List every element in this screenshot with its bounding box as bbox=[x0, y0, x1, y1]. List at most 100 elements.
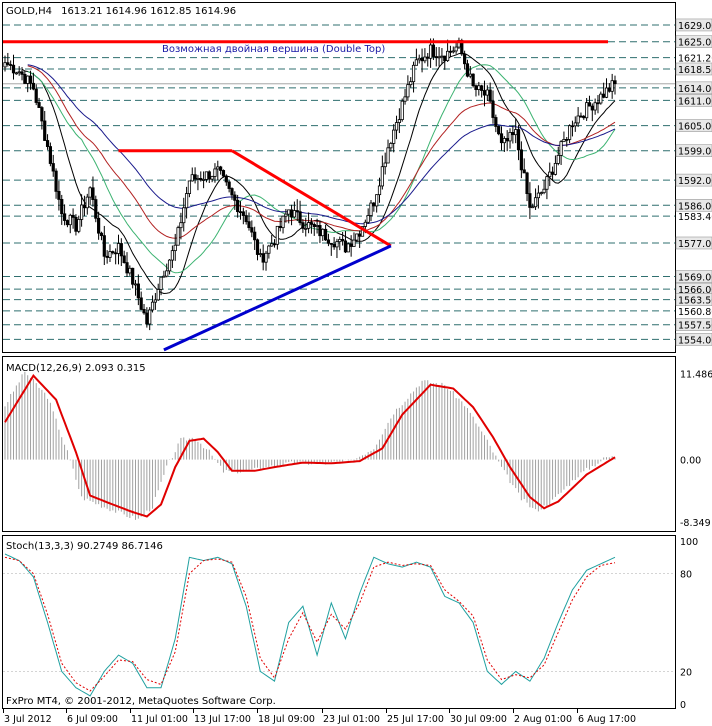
candle-body bbox=[45, 140, 50, 147]
candle-body bbox=[369, 202, 373, 216]
candle-body bbox=[159, 276, 163, 290]
candle-body bbox=[148, 309, 152, 325]
candle-body bbox=[26, 75, 30, 84]
candle-body bbox=[531, 206, 535, 209]
candle-body bbox=[338, 238, 342, 243]
candle-body bbox=[610, 80, 614, 92]
candle-body bbox=[54, 170, 58, 192]
price-tag bbox=[675, 318, 712, 331]
candle-body bbox=[420, 57, 424, 62]
candle-body bbox=[17, 71, 21, 74]
candle-body bbox=[210, 176, 214, 180]
candle-body bbox=[20, 71, 24, 75]
candle-body bbox=[358, 233, 362, 237]
macd-series bbox=[4, 371, 616, 520]
candle-body bbox=[43, 120, 47, 141]
candle-body bbox=[133, 283, 138, 286]
price-tag bbox=[675, 119, 712, 132]
candle-body bbox=[409, 81, 413, 86]
candle-body bbox=[576, 115, 580, 124]
candle-body bbox=[332, 244, 336, 248]
candlesticks bbox=[3, 37, 617, 331]
stoch-axis-label: 0 bbox=[680, 700, 686, 711]
stoch-axis-labels: 100 80 20 0 bbox=[680, 537, 698, 711]
time-axis: 3 Jul 2012 6 Jul 09:00 11 Jul 01:00 13 Jul … bbox=[3, 708, 636, 725]
candle-body bbox=[193, 174, 197, 180]
candle-body bbox=[474, 85, 478, 90]
candle-body bbox=[471, 73, 475, 87]
candle-body bbox=[539, 192, 543, 195]
candle-body bbox=[60, 199, 64, 215]
ma-red-line bbox=[27, 65, 616, 239]
candle-body bbox=[14, 72, 18, 75]
candle-body bbox=[71, 214, 75, 218]
candle-body bbox=[411, 64, 416, 83]
price-level-label: 1569.00 bbox=[678, 273, 712, 284]
candle-body bbox=[128, 267, 132, 274]
candle-body bbox=[267, 245, 271, 254]
candle-body bbox=[3, 62, 7, 68]
candle-body bbox=[309, 222, 314, 225]
macd-legend: MACD(12,26,9) 2.093 0.315 bbox=[6, 363, 146, 374]
candle-body bbox=[204, 171, 209, 180]
candle-body bbox=[37, 102, 41, 108]
candle-body bbox=[324, 228, 328, 241]
price-tag bbox=[675, 173, 712, 187]
candle-body bbox=[502, 138, 506, 144]
candle-body bbox=[519, 149, 523, 171]
candle-body bbox=[9, 64, 13, 66]
chart-header: GOLD,H4 1613.21 1614.96 1612.85 1614.96 bbox=[6, 6, 236, 17]
candle-body bbox=[465, 63, 470, 77]
candle-body bbox=[440, 55, 444, 58]
price-tag bbox=[675, 236, 712, 250]
time-tick-label: 25 Jul 17:00 bbox=[387, 714, 444, 725]
candle-body bbox=[216, 166, 220, 170]
candle-body bbox=[167, 259, 172, 272]
candle-body bbox=[562, 138, 566, 143]
candle-body bbox=[468, 73, 472, 77]
candle-body bbox=[306, 222, 311, 229]
candle-body bbox=[176, 227, 180, 246]
candle-body bbox=[377, 185, 382, 196]
candle-body bbox=[292, 210, 296, 218]
candle-body bbox=[40, 107, 44, 122]
candle-body bbox=[522, 169, 526, 174]
candle-body bbox=[559, 141, 563, 156]
candle-body bbox=[596, 102, 600, 105]
candle-body bbox=[482, 90, 487, 96]
candle-body bbox=[389, 143, 393, 149]
candle-body bbox=[281, 215, 285, 229]
candle-body bbox=[11, 64, 16, 74]
candle-body bbox=[423, 56, 427, 62]
candle-body bbox=[91, 187, 95, 200]
candle-body bbox=[6, 62, 10, 65]
price-tag bbox=[675, 62, 712, 76]
candle-body bbox=[343, 240, 348, 253]
time-tick-label: 2 Aug 01:00 bbox=[514, 714, 572, 725]
candle-body bbox=[437, 56, 441, 59]
candle-body bbox=[131, 267, 135, 285]
candle-body bbox=[451, 50, 455, 53]
candle-body bbox=[414, 59, 418, 66]
candle-body bbox=[434, 56, 438, 58]
candle-body bbox=[284, 213, 288, 217]
candle-body bbox=[341, 238, 345, 242]
candle-body bbox=[31, 82, 35, 90]
price-level-label: 1625.00 bbox=[678, 38, 712, 49]
candle-body bbox=[366, 215, 370, 223]
price-level-label: 1605.00 bbox=[678, 122, 712, 133]
candle-body bbox=[318, 225, 322, 237]
candle-body bbox=[264, 252, 268, 263]
candle-body bbox=[207, 171, 211, 180]
time-tick-label: 6 Aug 17:00 bbox=[578, 714, 636, 725]
candle-body bbox=[241, 211, 245, 216]
candle-body bbox=[602, 93, 606, 98]
candle-body bbox=[448, 50, 453, 53]
price-level-label: 1592.00 bbox=[678, 176, 712, 187]
candle-body bbox=[536, 192, 540, 199]
candle-body bbox=[375, 194, 379, 207]
candle-body bbox=[417, 57, 421, 61]
candle-body bbox=[355, 233, 359, 241]
price-level-label: 1554.00 bbox=[678, 335, 712, 346]
candle-body bbox=[48, 146, 52, 164]
